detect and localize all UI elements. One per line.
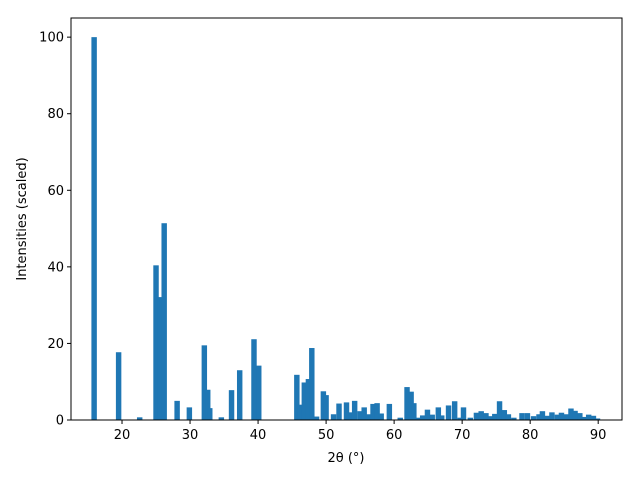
bar	[378, 413, 384, 420]
bar	[157, 297, 163, 420]
bar	[467, 417, 474, 420]
bar	[563, 414, 569, 420]
bar	[549, 412, 555, 420]
bar	[457, 417, 463, 420]
bar	[581, 416, 588, 420]
bar	[590, 415, 597, 420]
bar	[361, 407, 367, 420]
bar	[161, 223, 167, 420]
bar	[568, 408, 574, 420]
bar	[365, 414, 371, 420]
bars-group	[91, 37, 601, 420]
y-axis-ticks: 0 20 40 60 80 100	[39, 31, 71, 429]
bar	[207, 408, 213, 420]
bar	[487, 416, 494, 420]
y-tick-label: 80	[47, 107, 64, 122]
bar	[519, 413, 525, 420]
x-axis-label: 2θ (°)	[327, 451, 364, 466]
bar	[429, 414, 435, 420]
bar	[445, 405, 452, 420]
y-tick-label: 20	[47, 337, 64, 352]
bar	[153, 265, 159, 420]
bar	[419, 415, 426, 420]
bar	[301, 382, 308, 420]
bar	[536, 414, 542, 420]
bar	[330, 414, 337, 420]
y-tick-label: 0	[56, 414, 64, 429]
bar	[511, 417, 517, 420]
y-axis-label: Intensities (scaled)	[15, 157, 30, 280]
bar	[201, 345, 208, 420]
bar	[91, 37, 97, 420]
bar	[343, 402, 350, 420]
bar	[336, 403, 342, 420]
bar	[305, 379, 312, 420]
bar	[386, 403, 393, 420]
bar	[451, 401, 458, 420]
x-tick-label: 30	[182, 428, 199, 443]
bar	[294, 374, 300, 420]
bar	[415, 417, 422, 420]
bar	[524, 413, 531, 420]
bar	[351, 400, 358, 420]
bar	[218, 417, 225, 420]
x-tick-label: 60	[386, 428, 403, 443]
bar	[554, 414, 561, 420]
bar	[558, 412, 565, 420]
bar	[404, 387, 410, 420]
bar	[297, 404, 303, 420]
bar	[411, 403, 417, 420]
bar	[397, 417, 403, 420]
bar	[496, 401, 503, 420]
bar	[256, 365, 262, 420]
bar	[251, 339, 257, 420]
bar	[473, 412, 480, 420]
bar	[205, 389, 211, 420]
y-tick-label: 60	[47, 184, 64, 199]
bar	[228, 390, 235, 420]
bar	[460, 407, 467, 420]
bar	[572, 410, 578, 420]
bar	[501, 410, 508, 420]
bar	[539, 411, 546, 420]
x-axis-ticks: 20 30 40 50 60 70 80 90	[114, 420, 607, 443]
bar	[530, 416, 537, 420]
bar	[374, 403, 380, 420]
bar	[505, 414, 512, 420]
x-tick-label: 70	[454, 428, 471, 443]
bar	[424, 409, 431, 420]
bar	[236, 370, 243, 420]
y-tick-label: 100	[39, 31, 64, 46]
bar	[115, 352, 122, 420]
axes-frame	[70, 17, 623, 421]
bar	[313, 416, 320, 420]
y-tick-label: 40	[47, 260, 64, 275]
x-tick-label: 90	[590, 428, 607, 443]
bar	[478, 411, 484, 420]
bar	[348, 412, 354, 420]
bar	[186, 407, 193, 420]
bar	[435, 407, 442, 420]
bar	[370, 403, 376, 420]
bar	[309, 348, 315, 420]
bar	[594, 418, 601, 420]
bar	[439, 415, 445, 420]
bar	[357, 411, 363, 420]
bar	[483, 413, 489, 420]
x-tick-label: 80	[522, 428, 539, 443]
bar	[544, 415, 550, 420]
bar	[585, 414, 592, 420]
bar	[323, 395, 329, 420]
bar	[492, 413, 498, 420]
x-tick-label: 50	[318, 428, 335, 443]
bar	[136, 417, 143, 420]
bar	[174, 400, 180, 420]
x-tick-label: 40	[250, 428, 267, 443]
bar	[577, 413, 583, 420]
x-tick-label: 20	[114, 428, 131, 443]
